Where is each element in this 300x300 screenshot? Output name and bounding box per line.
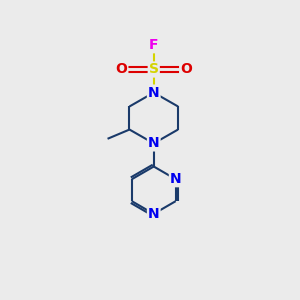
Text: F: F [149,38,158,52]
Text: N: N [148,136,160,150]
Text: N: N [148,85,160,100]
Text: O: O [180,62,192,76]
Text: N: N [148,207,160,221]
Text: S: S [149,62,159,76]
Text: O: O [116,62,127,76]
Text: N: N [170,172,182,186]
